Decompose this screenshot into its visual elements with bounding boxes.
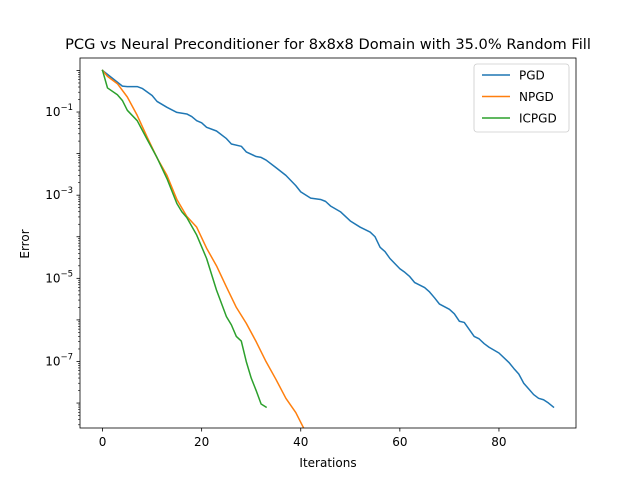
y-tick-label: 10−1 (45, 103, 73, 119)
x-tick-label: 40 (293, 435, 308, 449)
y-tick-label: 10−5 (45, 269, 73, 285)
x-tick-label: 20 (194, 435, 209, 449)
legend-label-icpgd: ICPGD (519, 112, 557, 126)
x-tick-label: 60 (392, 435, 407, 449)
legend-box (473, 63, 570, 133)
series-line-icpgd (101, 69, 268, 409)
series-line-npgd (101, 69, 305, 428)
chart-title: PCG vs Neural Preconditioner for 8x8x8 D… (65, 36, 591, 53)
y-tick-label: 10−7 (45, 352, 73, 368)
series-line-pgd (101, 69, 555, 409)
y-axis-label: Error (18, 229, 32, 258)
legend-label-pgd: PGD (519, 69, 545, 83)
x-axis-label: Iterations (299, 456, 356, 470)
legend: PGD NPGD ICPGD (473, 63, 570, 133)
legend-label-npgd: NPGD (519, 90, 554, 104)
x-tick-label: 80 (491, 435, 506, 449)
plot-area: 0 20 40 60 80 10−7 10−5 10−3 10−1 (45, 57, 577, 449)
y-tick-label: 10−3 (45, 186, 73, 202)
x-tick-label: 0 (99, 435, 107, 449)
series-group (101, 69, 555, 428)
